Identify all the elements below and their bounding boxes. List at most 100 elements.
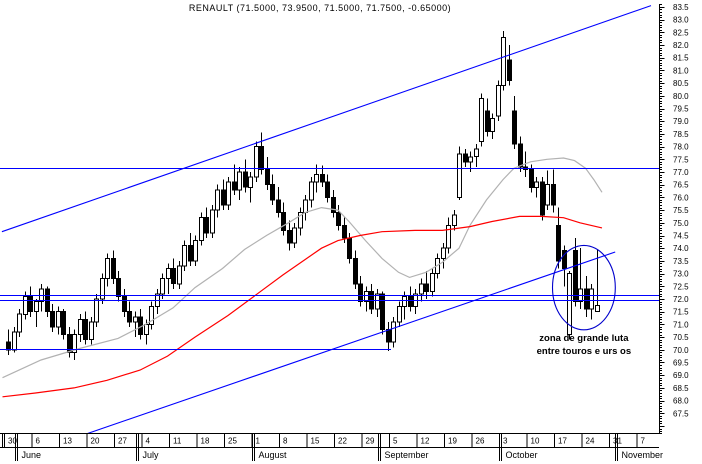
week-label: 4 — [146, 437, 151, 446]
price-tick-label: 68.5 — [673, 384, 689, 393]
candle-up — [237, 166, 242, 200]
week-label: 25 — [228, 437, 237, 446]
candle-down — [83, 311, 88, 345]
price-tick-label: 75.5 — [673, 206, 689, 215]
candle-up — [12, 326, 17, 353]
price-tick-label: 81.5 — [673, 54, 689, 63]
week-label: 1 — [256, 437, 261, 446]
candle-up — [595, 249, 600, 313]
candle-up — [210, 205, 215, 238]
candle-down — [386, 321, 391, 352]
price-tick-label: 68.0 — [673, 397, 689, 406]
candle-down — [45, 286, 50, 317]
candle-down — [28, 286, 33, 317]
candle-down — [463, 149, 468, 167]
candle-up — [452, 210, 457, 231]
candle-down — [408, 286, 413, 312]
candle-up — [78, 314, 83, 343]
candle-up — [56, 306, 61, 335]
price-tick-label: 81.0 — [673, 66, 689, 75]
candle-down — [507, 45, 512, 86]
week-label: 12 — [421, 437, 430, 446]
price-tick-label: 74.5 — [673, 232, 689, 241]
candle-down — [358, 276, 363, 307]
candle-down — [243, 159, 248, 193]
candle-up — [149, 301, 154, 330]
candle-up — [160, 273, 165, 299]
price-tick-label: 72.5 — [673, 282, 689, 291]
candle-up — [248, 172, 253, 203]
price-tick-label: 76.5 — [673, 181, 689, 190]
candle-up — [419, 278, 424, 302]
week-label: 30 — [8, 437, 17, 446]
support-resistance-lines — [0, 168, 660, 350]
week-label: 6 — [36, 437, 41, 446]
candle-down — [188, 233, 193, 266]
price-tick-label: 82.5 — [673, 28, 689, 37]
price-tick-label: 73.0 — [673, 270, 689, 279]
price-tick-label: 69.5 — [673, 359, 689, 368]
candle-up — [402, 291, 407, 320]
month-label: October — [506, 450, 538, 460]
candle-up — [496, 80, 501, 122]
candle-up — [17, 309, 22, 338]
candle-up — [375, 288, 380, 317]
week-label: 13 — [63, 437, 72, 446]
price-tick-label: 70.0 — [673, 346, 689, 355]
candle-down — [111, 250, 116, 284]
lower-channel-trendline — [87, 251, 616, 435]
candle-up — [309, 177, 314, 208]
candle-up — [177, 260, 182, 289]
price-tick-label: 78.5 — [673, 130, 689, 139]
candle-down — [325, 174, 330, 203]
week-label: 20 — [91, 437, 100, 446]
trend-channel-lines — [1, 5, 652, 435]
fast-ma-gray-line — [2, 157, 603, 379]
candle-down — [221, 179, 226, 211]
price-tick-label: 76.0 — [673, 193, 689, 202]
candle-down — [67, 326, 72, 358]
month-label: July — [143, 450, 160, 460]
battle-zone-text-line: entre touros e urs os — [537, 346, 632, 357]
candle-down — [562, 245, 567, 287]
week-label: 5 — [393, 437, 398, 446]
candle-up — [226, 177, 231, 211]
candle-up — [474, 144, 479, 167]
price-tick-label: 78.0 — [673, 143, 689, 152]
price-tick-label: 67.5 — [673, 409, 689, 418]
moving-averages-layer — [2, 157, 603, 398]
candle-up — [314, 164, 319, 193]
candle-up — [133, 311, 138, 338]
candle-down — [122, 288, 127, 317]
candle-down — [529, 164, 534, 193]
candle-up — [215, 184, 220, 218]
price-tick-label: 75.0 — [673, 219, 689, 228]
candle-up — [391, 316, 396, 348]
week-label: 3 — [503, 437, 508, 446]
candle-up — [501, 31, 506, 91]
candle-down — [259, 132, 264, 175]
candle-down — [138, 309, 143, 340]
price-axis: 67.5 68.0 68.5 69.0 69.5 70.0 70.5 71.0 71.5 72.0… — [659, 3, 689, 433]
candle-down — [540, 177, 545, 221]
candle-down — [369, 283, 374, 315]
week-label: 15 — [311, 437, 320, 446]
candle-up — [446, 217, 451, 254]
candle-down — [116, 271, 121, 302]
price-tick-label: 72.0 — [673, 295, 689, 304]
candle-down — [276, 187, 281, 218]
candles-layer — [6, 31, 600, 360]
week-label: 27 — [118, 437, 127, 446]
week-label: 7 — [641, 437, 646, 446]
price-tick-label: 77.5 — [673, 155, 689, 164]
price-tick-label: 80.0 — [673, 92, 689, 101]
month-label: November — [622, 450, 664, 460]
candle-up — [303, 194, 308, 221]
price-tick-label: 83.0 — [673, 16, 689, 25]
battle-zone-text-line: zona de grande luta — [539, 333, 629, 344]
candle-down — [204, 207, 209, 238]
candle-up — [72, 329, 77, 360]
month-label: September — [385, 450, 429, 460]
candle-down — [171, 258, 176, 289]
